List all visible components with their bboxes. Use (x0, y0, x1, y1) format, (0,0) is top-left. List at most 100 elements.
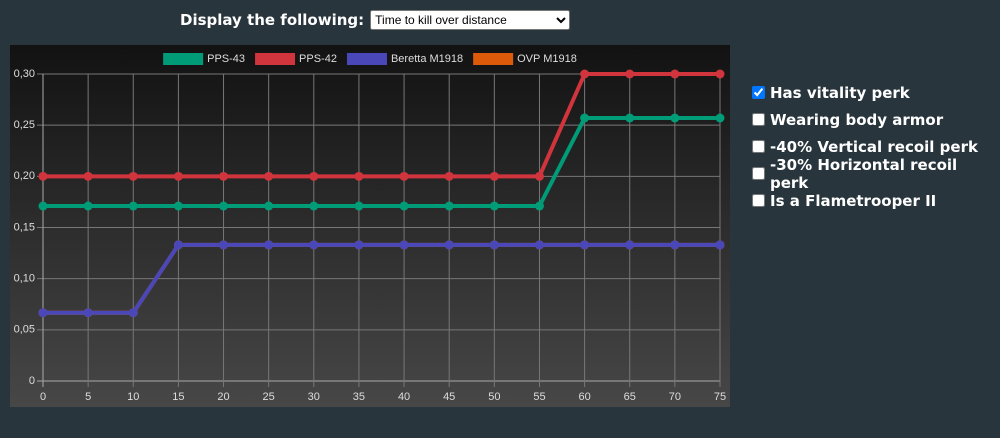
data-point (489, 240, 499, 250)
data-point (399, 201, 409, 211)
y-tick-label: 0 (29, 375, 35, 387)
data-point (489, 201, 499, 211)
data-point (264, 240, 274, 250)
x-tick-label: 15 (172, 391, 184, 403)
option-label: -30% Horizontal recoil perk (770, 155, 958, 192)
data-point (354, 201, 364, 211)
data-point (309, 201, 319, 211)
x-tick-label: 55 (533, 391, 545, 403)
x-tick-label: 10 (127, 391, 139, 403)
data-point (534, 201, 544, 211)
data-point (219, 240, 229, 250)
x-tick-label: 20 (217, 391, 229, 403)
legend-swatch (473, 53, 514, 65)
option-row[interactable]: -30% Horizontal recoil perk (752, 156, 1000, 192)
data-point (173, 171, 183, 181)
data-point (670, 240, 680, 250)
data-point (715, 69, 725, 79)
x-tick-label: 60 (578, 391, 590, 403)
x-tick-label: 40 (398, 391, 410, 403)
data-point (38, 308, 48, 318)
x-tick-label: 50 (488, 391, 500, 403)
data-point (309, 240, 319, 250)
option-label: Has vitality perk (770, 83, 910, 102)
data-point (83, 171, 93, 181)
x-tick-label: 45 (443, 391, 455, 403)
data-point (264, 201, 274, 211)
option-checkbox[interactable] (752, 113, 765, 126)
options-panel: Has vitality perk Wearing body armor -40% … (752, 79, 1000, 214)
data-point (534, 240, 544, 250)
option-checkbox[interactable] (752, 86, 765, 99)
option-row[interactable]: Has vitality perk (752, 79, 1000, 106)
data-point (128, 201, 138, 211)
legend-label: PPS-43 (207, 53, 245, 65)
option-row[interactable]: Is a Flametrooper II (752, 187, 1000, 214)
option-label: Is a Flametrooper II (770, 191, 937, 210)
y-tick-label: 0,30 (14, 68, 35, 80)
data-point (219, 201, 229, 211)
x-tick-label: 65 (624, 391, 636, 403)
data-point (625, 69, 635, 79)
x-tick-label: 5 (85, 391, 91, 403)
data-point (580, 240, 590, 250)
data-point (670, 69, 680, 79)
series-line (43, 72, 720, 179)
data-point (399, 171, 409, 181)
data-point (309, 171, 319, 181)
x-tick-label: 0 (40, 391, 46, 403)
data-point (715, 113, 725, 123)
option-row[interactable]: -40% Vertical recoil perk (752, 133, 1000, 160)
x-tick-label: 25 (263, 391, 275, 403)
data-point (83, 308, 93, 318)
data-point (399, 240, 409, 250)
data-point (128, 308, 138, 318)
data-point (625, 113, 635, 123)
data-point (670, 113, 680, 123)
data-point (128, 171, 138, 181)
legend-label: PPS-42 (299, 53, 337, 65)
y-tick-label: 0,20 (14, 170, 35, 182)
x-tick-label: 35 (353, 391, 365, 403)
legend-label: Beretta M1918 (391, 53, 463, 65)
legend-swatch (163, 53, 204, 65)
y-tick-label: 0,05 (14, 324, 35, 336)
series-line (43, 242, 720, 315)
option-label: -40% Vertical recoil perk (770, 137, 978, 156)
x-tick-label: 75 (714, 391, 726, 403)
x-tick-label: 70 (669, 391, 681, 403)
data-point (444, 171, 454, 181)
y-tick-label: 0,10 (14, 273, 35, 285)
data-point (264, 171, 274, 181)
data-point (38, 201, 48, 211)
display-select[interactable]: Time to kill over distance (370, 10, 571, 30)
data-point (173, 240, 183, 250)
selector-label: Display the following: (180, 11, 365, 29)
legend-swatch (255, 53, 296, 65)
x-tick-label: 30 (308, 391, 320, 403)
option-checkbox[interactable] (752, 140, 765, 153)
legend-label: OVP M1918 (517, 53, 577, 65)
data-point (489, 171, 499, 181)
data-point (354, 171, 364, 181)
option-checkbox[interactable] (752, 194, 765, 207)
display-selector: Display the following: Time to kill over… (180, 10, 571, 30)
data-point (38, 171, 48, 181)
option-row[interactable]: Wearing body armor (752, 106, 1000, 133)
data-point (444, 201, 454, 211)
data-point (534, 171, 544, 181)
data-point (173, 201, 183, 211)
data-point (580, 69, 590, 79)
data-point (625, 240, 635, 250)
data-point (83, 201, 93, 211)
y-tick-label: 0,15 (14, 221, 35, 233)
data-point (444, 240, 454, 250)
option-checkbox[interactable] (752, 167, 765, 180)
option-label: Wearing body armor (770, 110, 944, 129)
chart-background (10, 45, 730, 407)
data-point (715, 240, 725, 250)
chart: 0 0,05 0,10 0,15 0,20 0,25 0,30 0 5 10 15 20 25 30 35 4… (10, 45, 730, 407)
legend-swatch (346, 53, 387, 65)
data-point (354, 240, 364, 250)
